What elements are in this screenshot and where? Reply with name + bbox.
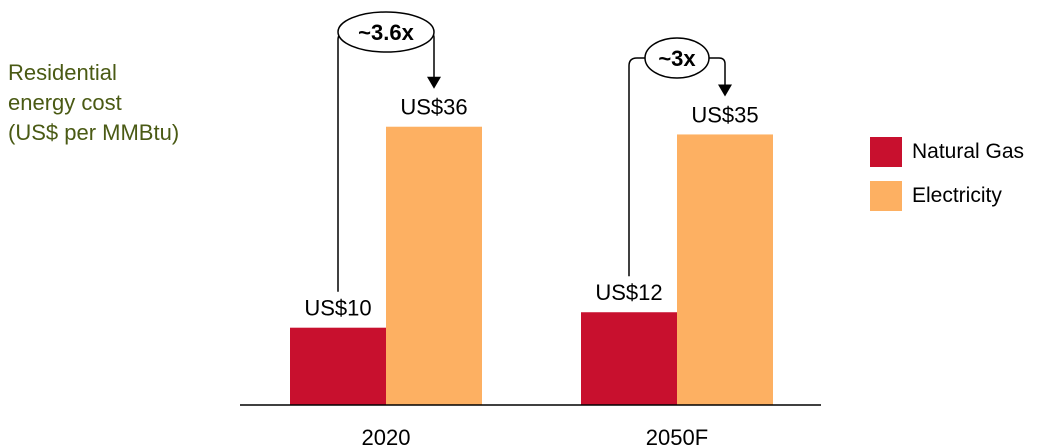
arrow-head-2020 — [427, 76, 441, 89]
y-axis-label: Residential energy cost (US$ per MMBtu) — [8, 58, 179, 148]
legend-label-electricity: Electricity — [912, 184, 1002, 207]
legend-swatch-natural-gas — [870, 137, 902, 167]
bar-natural-gas-2050f — [581, 312, 677, 405]
x-tick-label-2050f: 2050F — [646, 425, 708, 447]
legend-item-electricity: Electricity — [870, 181, 1024, 211]
y-axis-label-line-2: energy cost — [8, 90, 122, 115]
multiplier-badge-2020 — [337, 11, 435, 53]
multiplier-label-2050f: ~3x — [658, 46, 696, 71]
bar-natural-gas-2020 — [290, 327, 386, 405]
y-axis-label-line-3: (US$ per MMBtu) — [8, 120, 180, 145]
multiplier-badge-2050f — [644, 37, 710, 79]
bar-electricity-2020 — [386, 126, 482, 405]
y-axis-label-line-1: Residential — [8, 60, 117, 85]
x-tick-label-2020: 2020 — [362, 425, 411, 447]
multiplier-label-2020: ~3.6x — [358, 20, 414, 45]
arrow-head-2050f — [718, 84, 732, 97]
legend-swatch-electricity — [870, 181, 902, 211]
legend-label-natural-gas: Natural Gas — [912, 140, 1025, 163]
data-label-natural-gas-2020: US$10 — [304, 296, 371, 321]
data-label-natural-gas-2050f: US$12 — [595, 280, 662, 305]
bar-electricity-2050f — [677, 134, 773, 405]
legend: Natural Gas Electricity — [870, 137, 1024, 225]
data-label-electricity-2020: US$36 — [400, 95, 467, 120]
data-label-electricity-2050f: US$35 — [691, 102, 758, 127]
legend-item-natural-gas: Natural Gas — [870, 137, 1024, 167]
